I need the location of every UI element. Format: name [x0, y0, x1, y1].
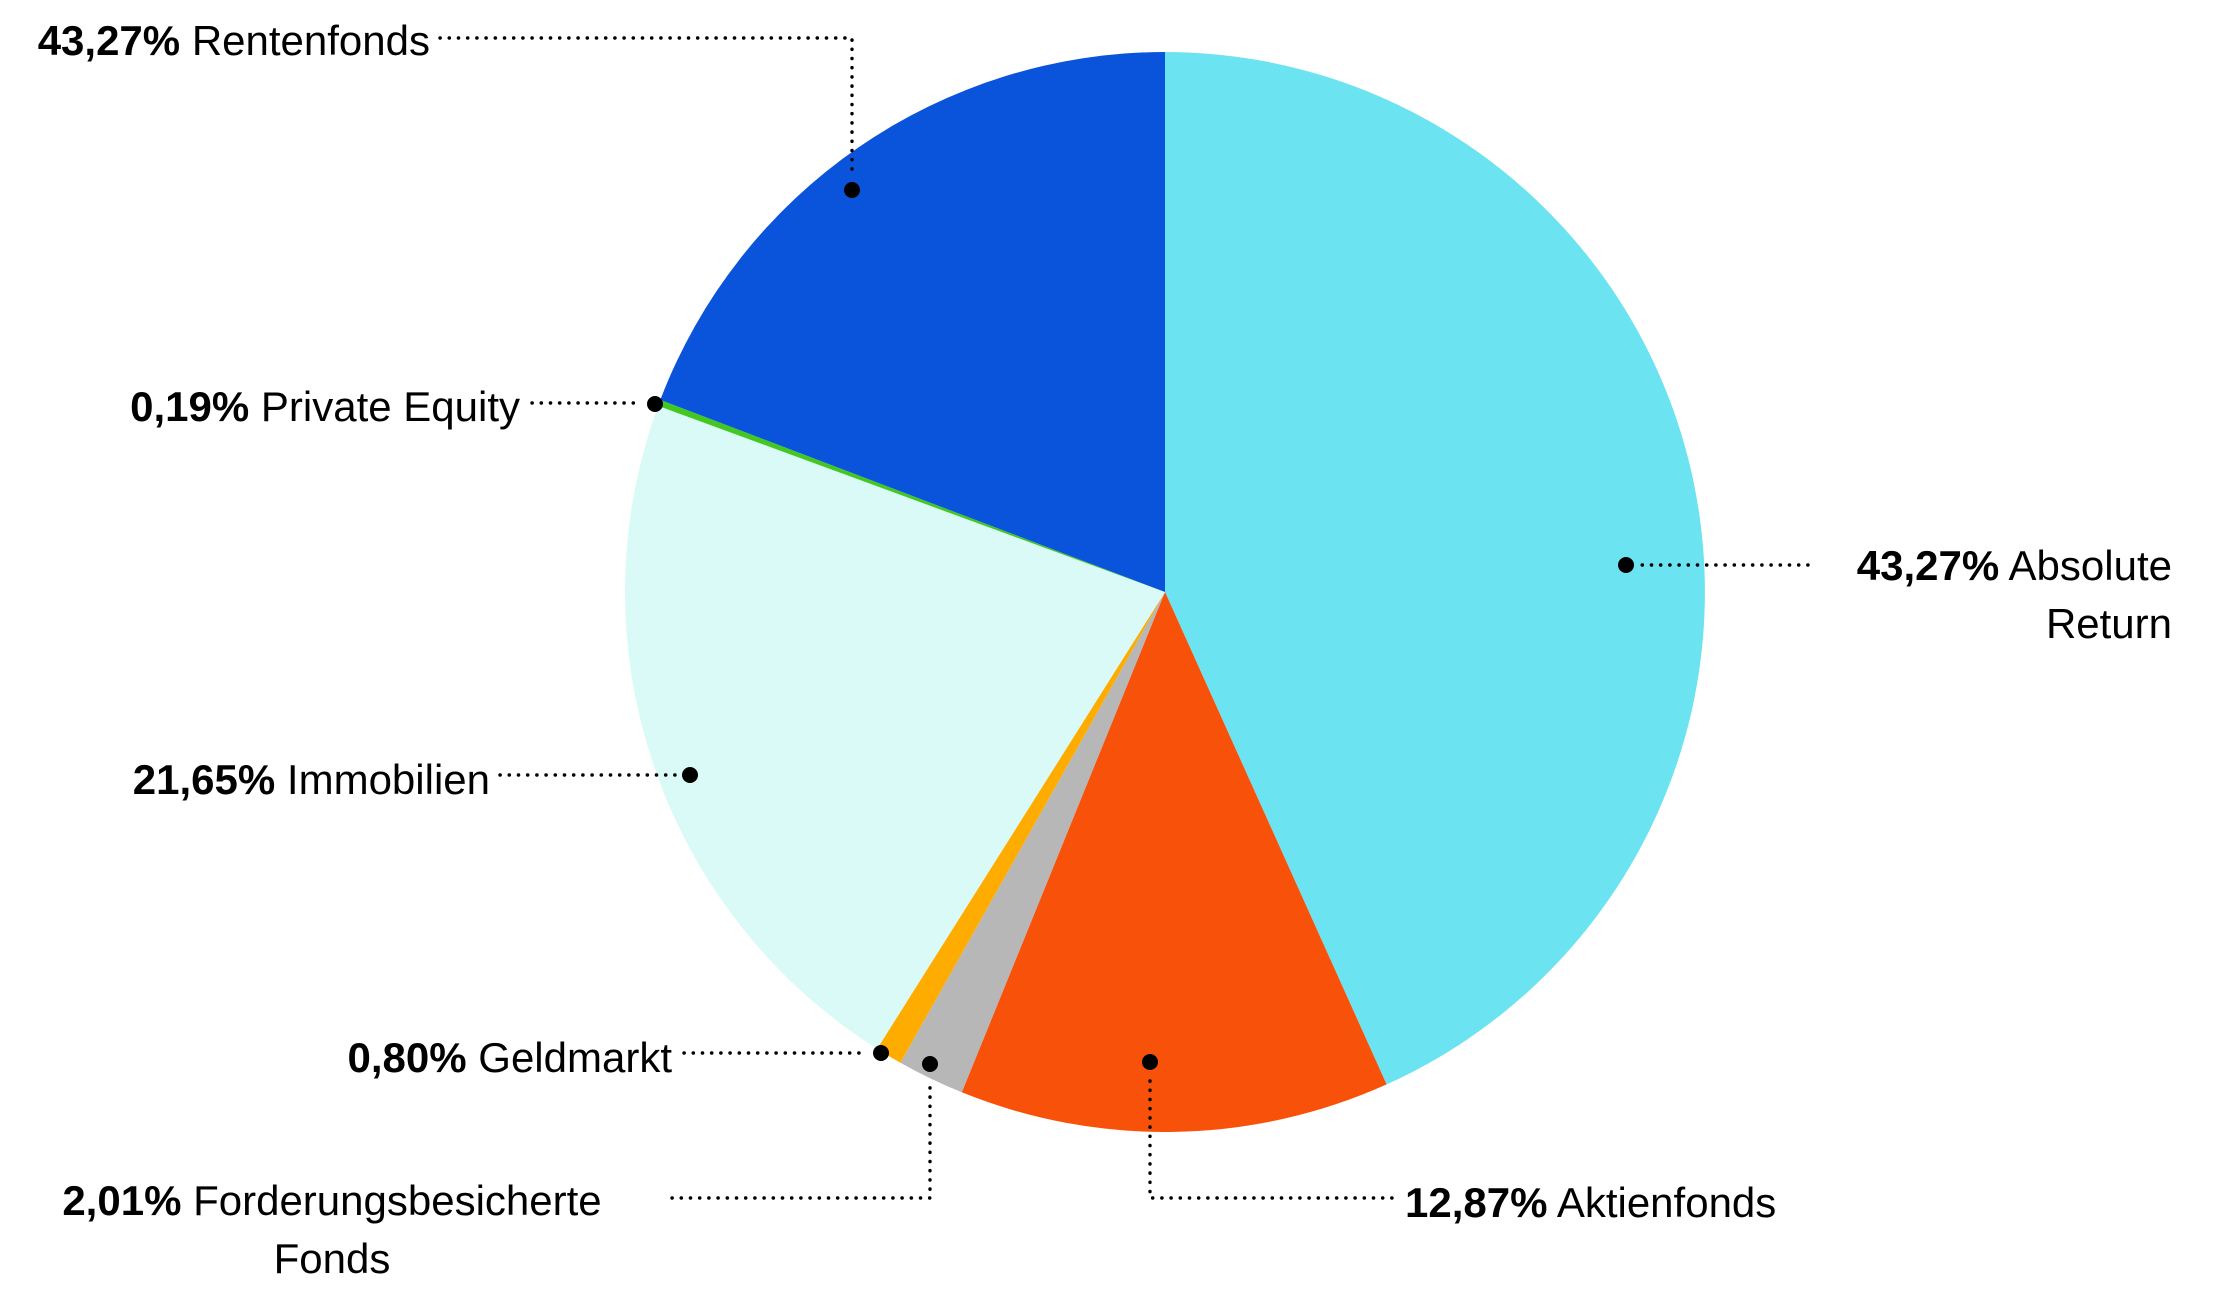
- label-aktienfonds: 12,87% Aktienfonds: [1405, 1174, 1776, 1232]
- label-aktienfonds-pct: 12,87%: [1405, 1179, 1548, 1226]
- dot-aktienfonds: [1142, 1054, 1158, 1070]
- label-rentenfonds-pct: 43,27%: [37, 17, 181, 64]
- pie-slice-forderungsbesicherte-fonds: [900, 592, 1165, 1093]
- label-forderungsbesicherte-fonds-name: Forderungsbesicherte Fonds: [193, 1177, 602, 1282]
- pie-slice-geldmarkt: [877, 592, 1165, 1063]
- label-immobilien: 21,65% Immobilien: [133, 751, 490, 809]
- pie-slice-immobilien: [625, 405, 1165, 1049]
- label-geldmarkt: 0,80% Geldmarkt: [348, 1029, 672, 1087]
- dot-absolute-return: [1618, 557, 1634, 573]
- label-absolute-return-pct: 43,27%: [1856, 542, 2000, 589]
- label-rentenfonds-name: Rentenfonds: [191, 17, 430, 64]
- pie-slices: [625, 51, 1705, 1132]
- pie-slice-aktienfonds: [961, 592, 1387, 1132]
- pie-slice-rentenfonds: [660, 51, 1165, 593]
- callout-dots: [647, 182, 1634, 1072]
- callout-leader-lines: [438, 36, 1810, 1200]
- label-private-equity-name: Private Equity: [260, 383, 520, 430]
- dot-forderungsbesicherte-fonds: [922, 1056, 938, 1072]
- label-forderungsbesicherte-fonds: 2,01% Forderungsbesicherte Fonds: [22, 1172, 642, 1288]
- dot-geldmarkt: [873, 1045, 889, 1061]
- dot-rentenfonds: [844, 182, 860, 198]
- leader-line-rentenfonds: [438, 36, 854, 176]
- label-geldmarkt-name: Geldmarkt: [478, 1034, 672, 1081]
- label-rentenfonds: 43,27% Rentenfonds: [38, 12, 430, 70]
- label-aktienfonds-name: Aktienfonds: [1556, 1179, 1777, 1226]
- label-private-equity: 0,19% Private Equity: [130, 378, 520, 436]
- label-geldmarkt-pct: 0,80%: [347, 1034, 467, 1081]
- label-forderungsbesicherte-fonds-pct: 2,01%: [62, 1177, 182, 1224]
- pie-slice-absolute-return: [1165, 52, 1705, 1085]
- label-immobilien-name: Immobilien: [286, 756, 490, 803]
- label-private-equity-pct: 0,19%: [130, 383, 250, 430]
- dot-private-equity: [647, 396, 663, 412]
- leader-line-aktienfonds: [1148, 1076, 1394, 1200]
- leader-line-forderungsbesicherte-fonds: [670, 1078, 932, 1200]
- label-immobilien-pct: 21,65%: [132, 756, 276, 803]
- dot-immobilien: [682, 767, 698, 783]
- pie-slice-private-equity: [658, 399, 1165, 592]
- label-absolute-return: 43,27% Absolute Return: [1822, 537, 2172, 653]
- label-absolute-return-name: Absolute Return: [2008, 542, 2172, 647]
